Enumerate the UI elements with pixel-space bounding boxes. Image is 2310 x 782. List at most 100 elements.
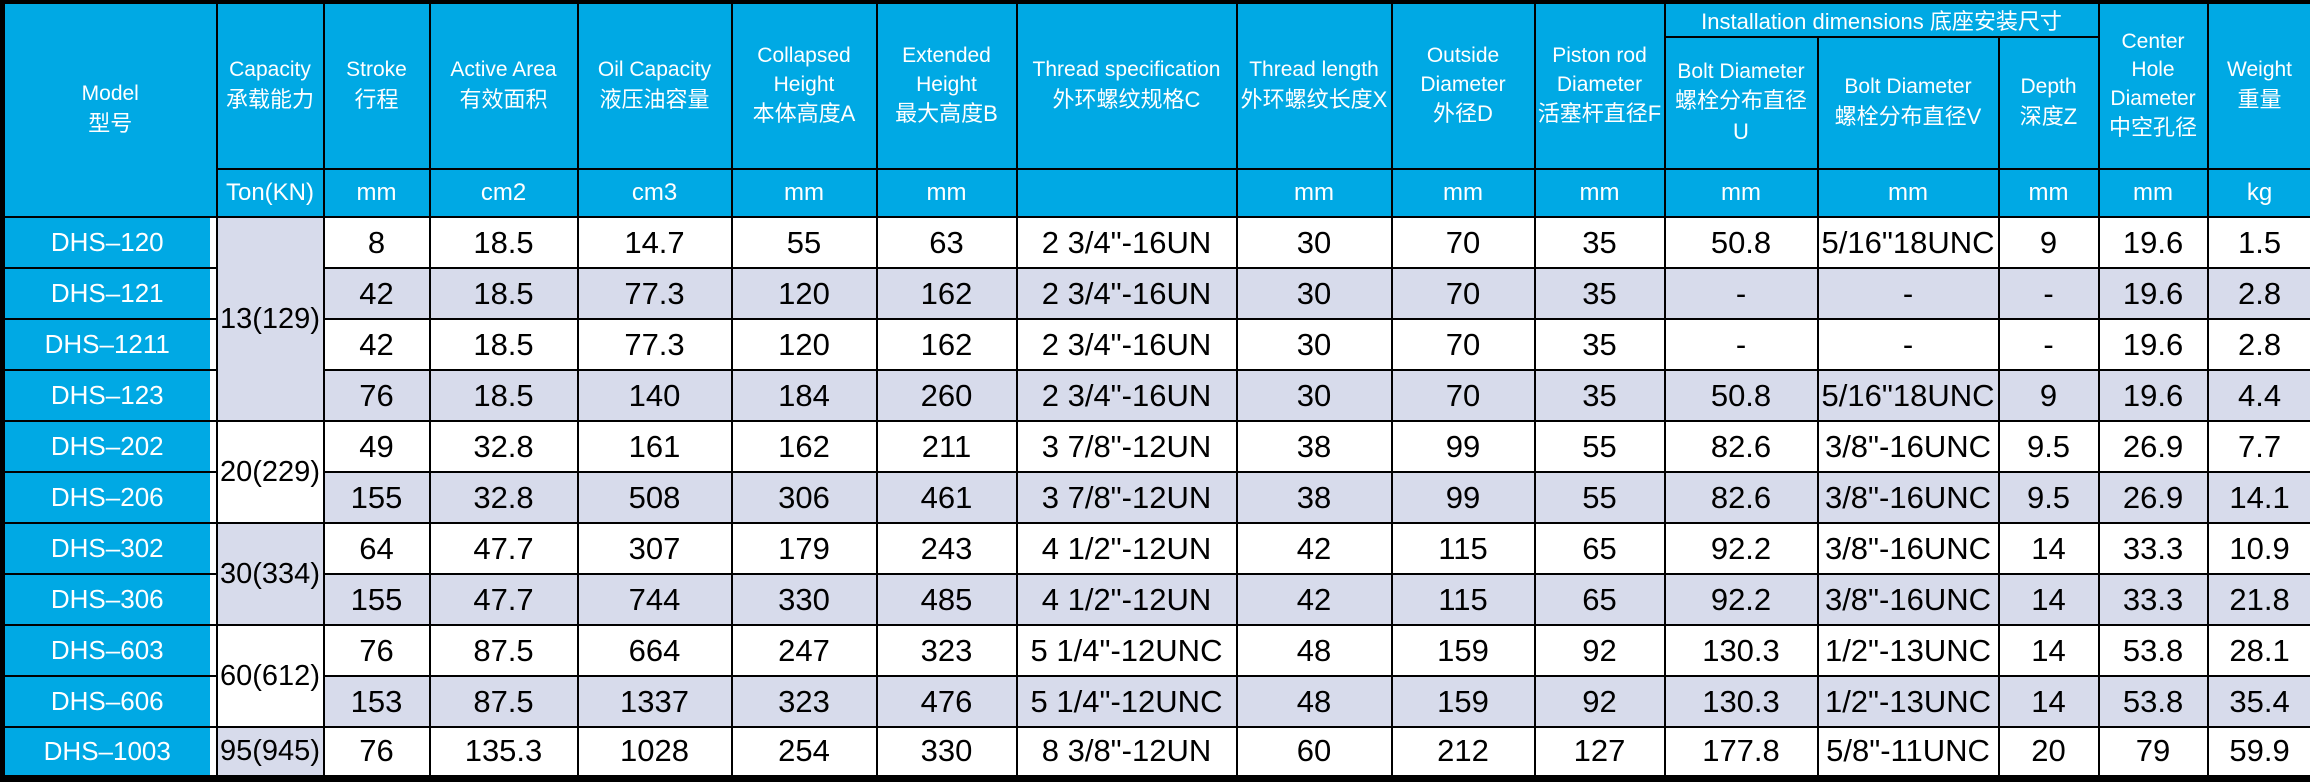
cell-bolt-diameter-v: 3/8"-16UNC (1818, 472, 1999, 523)
cell-weight: 59.9 (2208, 727, 2310, 778)
cell-bolt-diameter-u: 130.3 (1665, 625, 1818, 676)
cell-stroke: 64 (324, 523, 430, 574)
unit-collapsed-height: mm (732, 169, 877, 217)
model-cell: DHS–1003 (3, 727, 217, 778)
table-header: Model 型号 Capacity 承载能力 Stroke 行程 Active … (3, 2, 2310, 217)
cell-piston-rod-diameter: 35 (1535, 319, 1665, 370)
cell-collapsed-height: 55 (732, 217, 877, 268)
cell-thread-length: 42 (1237, 574, 1392, 625)
cell-collapsed-height: 323 (732, 676, 877, 727)
model-name: DHS–202 (5, 422, 210, 471)
cell-thread-length: 48 (1237, 676, 1392, 727)
model-name: DHS–306 (5, 575, 210, 624)
cell-bolt-diameter-u: 82.6 (1665, 472, 1818, 523)
cell-depth: 14 (1999, 523, 2099, 574)
cell-center-hole-diameter: 33.3 (2099, 574, 2208, 625)
col-header-depth: Depth 深度Z (1999, 37, 2099, 169)
cell-extended-height: 162 (877, 268, 1017, 319)
cell-collapsed-height: 120 (732, 319, 877, 370)
cell-bolt-diameter-u: - (1665, 319, 1818, 370)
cell-active-area: 32.8 (430, 421, 578, 472)
cell-bolt-diameter-v: 5/16"18UNC (1818, 370, 1999, 421)
cell-outside-diameter: 99 (1392, 472, 1535, 523)
cell-piston-rod-diameter: 35 (1535, 370, 1665, 421)
col-header-model-en: Model (7, 80, 214, 108)
col-header-bolt-diameter-u: Bolt Diameter 螺栓分布直径U (1665, 37, 1818, 169)
cell-outside-diameter: 70 (1392, 217, 1535, 268)
cell-oil-capacity: 140 (578, 370, 732, 421)
cell-active-area: 47.7 (430, 523, 578, 574)
cell-thread-spec: 5 1/4"-12UNC (1017, 676, 1237, 727)
cell-active-area: 87.5 (430, 625, 578, 676)
cell-weight: 2.8 (2208, 268, 2310, 319)
cell-piston-rod-diameter: 65 (1535, 574, 1665, 625)
cell-active-area: 47.7 (430, 574, 578, 625)
cell-outside-diameter: 115 (1392, 523, 1535, 574)
cell-depth: 14 (1999, 676, 2099, 727)
cell-thread-length: 30 (1237, 370, 1392, 421)
cell-bolt-diameter-u: 82.6 (1665, 421, 1818, 472)
cell-outside-diameter: 115 (1392, 574, 1535, 625)
col-header-model: Model 型号 (3, 2, 217, 217)
cell-weight: 1.5 (2208, 217, 2310, 268)
cell-extended-height: 260 (877, 370, 1017, 421)
cell-collapsed-height: 179 (732, 523, 877, 574)
cell-active-area: 18.5 (430, 268, 578, 319)
model-name: DHS–1003 (5, 728, 210, 775)
cell-extended-height: 162 (877, 319, 1017, 370)
cell-piston-rod-diameter: 35 (1535, 268, 1665, 319)
cell-stroke: 76 (324, 370, 430, 421)
model-name: DHS–121 (5, 269, 210, 318)
cell-thread-length: 30 (1237, 217, 1392, 268)
cell-oil-capacity: 77.3 (578, 319, 732, 370)
col-header-thread-length: Thread length 外环螺纹长度X (1237, 2, 1392, 169)
model-cell: DHS–306 (3, 574, 217, 625)
cell-center-hole-diameter: 19.6 (2099, 217, 2208, 268)
model-name: DHS–606 (5, 677, 210, 726)
cell-outside-diameter: 159 (1392, 676, 1535, 727)
cell-oil-capacity: 161 (578, 421, 732, 472)
cell-thread-spec: 2 3/4"-16UN (1017, 370, 1237, 421)
col-header-thread-spec: Thread specification 外环螺纹规格C (1017, 2, 1237, 169)
cell-thread-length: 42 (1237, 523, 1392, 574)
cell-stroke: 153 (324, 676, 430, 727)
cell-thread-spec: 4 1/2"-12UN (1017, 574, 1237, 625)
cell-piston-rod-diameter: 35 (1535, 217, 1665, 268)
cell-outside-diameter: 70 (1392, 268, 1535, 319)
model-cell: DHS–121 (3, 268, 217, 319)
cell-collapsed-height: 254 (732, 727, 877, 778)
cell-weight: 7.7 (2208, 421, 2310, 472)
cell-outside-diameter: 70 (1392, 370, 1535, 421)
col-header-collapsed-height: Collapsed Height 本体高度A (732, 2, 877, 169)
cell-oil-capacity: 1337 (578, 676, 732, 727)
capacity-cell: 20(229) (217, 421, 324, 523)
model-cell: DHS–123 (3, 370, 217, 421)
model-name: DHS–603 (5, 626, 210, 675)
cell-oil-capacity: 1028 (578, 727, 732, 778)
cell-stroke: 42 (324, 319, 430, 370)
model-cell: DHS–202 (3, 421, 217, 472)
col-header-piston-rod-diameter: Piston rod Diameter 活塞杆直径F (1535, 2, 1665, 169)
cell-stroke: 155 (324, 472, 430, 523)
col-header-center-hole-diameter: Center Hole Diameter 中空孔径 (2099, 2, 2208, 169)
cell-weight: 2.8 (2208, 319, 2310, 370)
cell-extended-height: 485 (877, 574, 1017, 625)
cell-extended-height: 330 (877, 727, 1017, 778)
cell-piston-rod-diameter: 92 (1535, 676, 1665, 727)
cell-bolt-diameter-v: 3/8"-16UNC (1818, 574, 1999, 625)
cell-bolt-diameter-v: - (1818, 268, 1999, 319)
cell-oil-capacity: 744 (578, 574, 732, 625)
cell-outside-diameter: 159 (1392, 625, 1535, 676)
unit-piston-rod-diameter: mm (1535, 169, 1665, 217)
cell-extended-height: 323 (877, 625, 1017, 676)
cell-extended-height: 461 (877, 472, 1017, 523)
cell-center-hole-diameter: 53.8 (2099, 676, 2208, 727)
cell-active-area: 87.5 (430, 676, 578, 727)
